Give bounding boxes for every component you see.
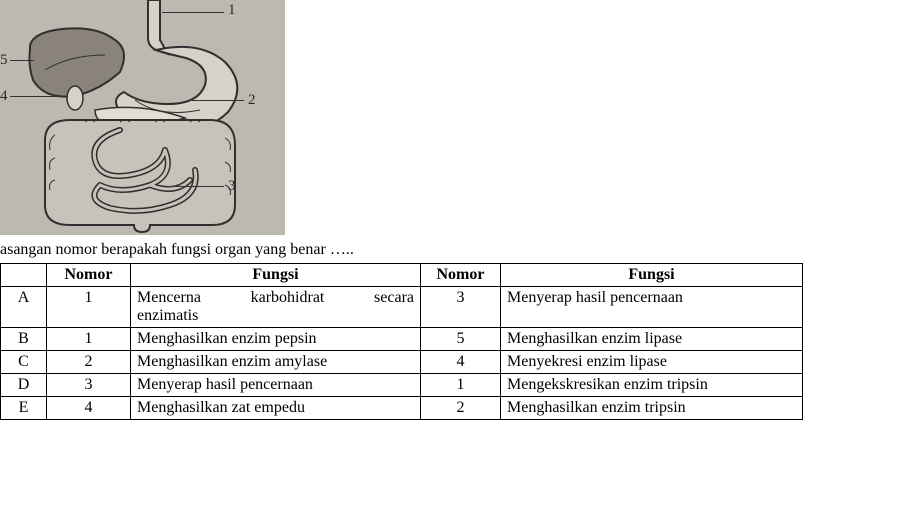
cell-opt: C	[1, 351, 47, 374]
header-fungsi-1: Fungsi	[131, 264, 421, 287]
cell-f2: Mengekskresikan enzim tripsin	[501, 374, 803, 397]
table-row: D 3 Menyerap hasil pencernaan 1 Mengeksk…	[1, 374, 803, 397]
cell-n1: 1	[47, 287, 131, 328]
cell-f2: Menyerap hasil pencernaan	[501, 287, 803, 328]
diagram-label-3: 3	[228, 178, 236, 195]
cell-n1: 2	[47, 351, 131, 374]
options-table: Nomor Fungsi Nomor Fungsi A 1 Mencerna k…	[0, 263, 803, 420]
cell-f1: Menghasilkan enzim pepsin	[131, 328, 421, 351]
cell-f1: Menyerap hasil pencernaan	[131, 374, 421, 397]
diagram-label-2: 2	[248, 92, 256, 109]
cell-opt: A	[1, 287, 47, 328]
header-fungsi-2: Fungsi	[501, 264, 803, 287]
diagram-label-4: 4	[0, 88, 8, 105]
cell-n2: 3	[421, 287, 501, 328]
cell-n2: 1	[421, 374, 501, 397]
table-row: C 2 Menghasilkan enzim amylase 4 Menyekr…	[1, 351, 803, 374]
cell-f1: Menghasilkan zat empedu	[131, 397, 421, 420]
table-row: B 1 Menghasilkan enzim pepsin 5 Menghasi…	[1, 328, 803, 351]
cell-n1: 4	[47, 397, 131, 420]
diagram-label-1: 1	[228, 2, 236, 19]
cell-n1: 3	[47, 374, 131, 397]
leader-2	[192, 100, 244, 101]
cell-f1-line1: Mencerna karbohidrat secara	[137, 289, 414, 307]
cell-f2: Menyekresi enzim lipase	[501, 351, 803, 374]
cell-n2: 4	[421, 351, 501, 374]
cell-f1-line2: enzimatis	[137, 307, 414, 325]
table-row: A 1 Mencerna karbohidrat secara enzimati…	[1, 287, 803, 328]
header-nomor-2: Nomor	[421, 264, 501, 287]
diagram-label-5: 5	[0, 52, 8, 69]
leader-1	[162, 12, 224, 13]
leader-5	[10, 60, 34, 61]
cell-opt: E	[1, 397, 47, 420]
cell-f1: Menghasilkan enzim amylase	[131, 351, 421, 374]
organ-illustration	[0, 0, 285, 235]
table-row: E 4 Menghasilkan zat empedu 2 Menghasilk…	[1, 397, 803, 420]
cell-n1: 1	[47, 328, 131, 351]
leader-4	[10, 96, 68, 97]
cell-opt: B	[1, 328, 47, 351]
cell-n2: 5	[421, 328, 501, 351]
header-nomor-1: Nomor	[47, 264, 131, 287]
leader-3	[168, 186, 224, 187]
digestive-diagram: 1 2 3 4 5	[0, 0, 285, 235]
question-text: asangan nomor berapakah fungsi organ yan…	[0, 241, 924, 259]
table-header-row: Nomor Fungsi Nomor Fungsi	[1, 264, 803, 287]
header-blank	[1, 264, 47, 287]
cell-opt: D	[1, 374, 47, 397]
cell-f2: Menghasilkan enzim tripsin	[501, 397, 803, 420]
cell-n2: 2	[421, 397, 501, 420]
cell-f1: Mencerna karbohidrat secara enzimatis	[131, 287, 421, 328]
cell-f2: Menghasilkan enzim lipase	[501, 328, 803, 351]
